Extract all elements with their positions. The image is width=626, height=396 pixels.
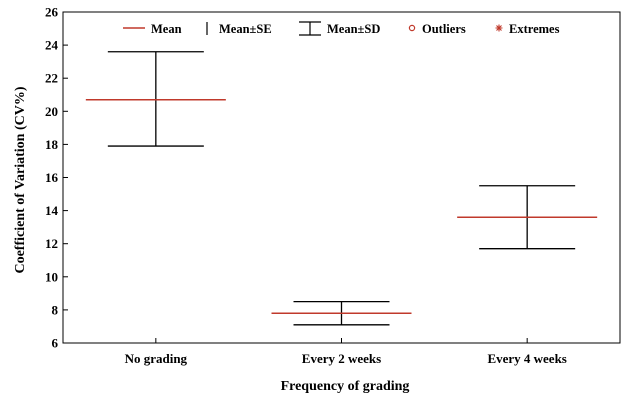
box-group <box>85 51 226 147</box>
y-tick-label: 6 <box>52 336 59 351</box>
y-tick-label: 24 <box>45 38 59 53</box>
y-axis-ticks: 6 8 10 12 14 16 18 20 22 24 26 <box>45 5 68 351</box>
legend-outlier-icon <box>408 24 416 32</box>
legend-item: Outliers <box>408 22 466 36</box>
y-tick-label: 12 <box>45 236 58 251</box>
legend-item: Mean <box>123 22 182 36</box>
legend-label: Extremes <box>509 22 560 36</box>
legend-label: Mean±SD <box>327 22 380 36</box>
y-tick-label: 14 <box>45 203 59 218</box>
y-tick-label: 16 <box>45 170 59 185</box>
y-tick-label: 26 <box>45 5 59 20</box>
plot-frame <box>62 11 621 344</box>
legend-item: Mean±SE <box>206 22 272 36</box>
y-tick-label: 20 <box>45 104 58 119</box>
x-category-label: Every 2 weeks <box>302 351 381 366</box>
legend: Mean Mean±SE Mean±SD Outliers Extremes <box>123 21 560 36</box>
legend-extreme-icon <box>495 24 503 32</box>
y-tick-label: 22 <box>45 71 58 86</box>
x-axis-label: Frequency of grading <box>281 379 410 394</box>
x-category-label: Every 4 weeks <box>487 351 566 366</box>
x-category-label: No grading <box>125 351 188 366</box>
x-axis-categories: No grading Every 2 weeks Every 4 weeks <box>125 338 567 366</box>
y-tick-label: 18 <box>45 137 59 152</box>
chart-marks <box>85 51 598 326</box>
legend-item: Mean±SD <box>299 21 380 36</box>
plot-area <box>62 11 621 344</box>
legend-label: Mean <box>151 22 182 36</box>
box-group <box>457 185 598 250</box>
legend-label: Mean±SE <box>219 22 272 36</box>
y-tick-label: 8 <box>52 302 59 317</box>
legend-item: Extremes <box>495 22 560 36</box>
legend-label: Outliers <box>422 22 466 36</box>
y-axis-label: Coefficient of Variation (CV%) <box>13 86 28 273</box>
y-tick-label: 10 <box>45 269 58 284</box>
box-group <box>271 300 412 326</box>
